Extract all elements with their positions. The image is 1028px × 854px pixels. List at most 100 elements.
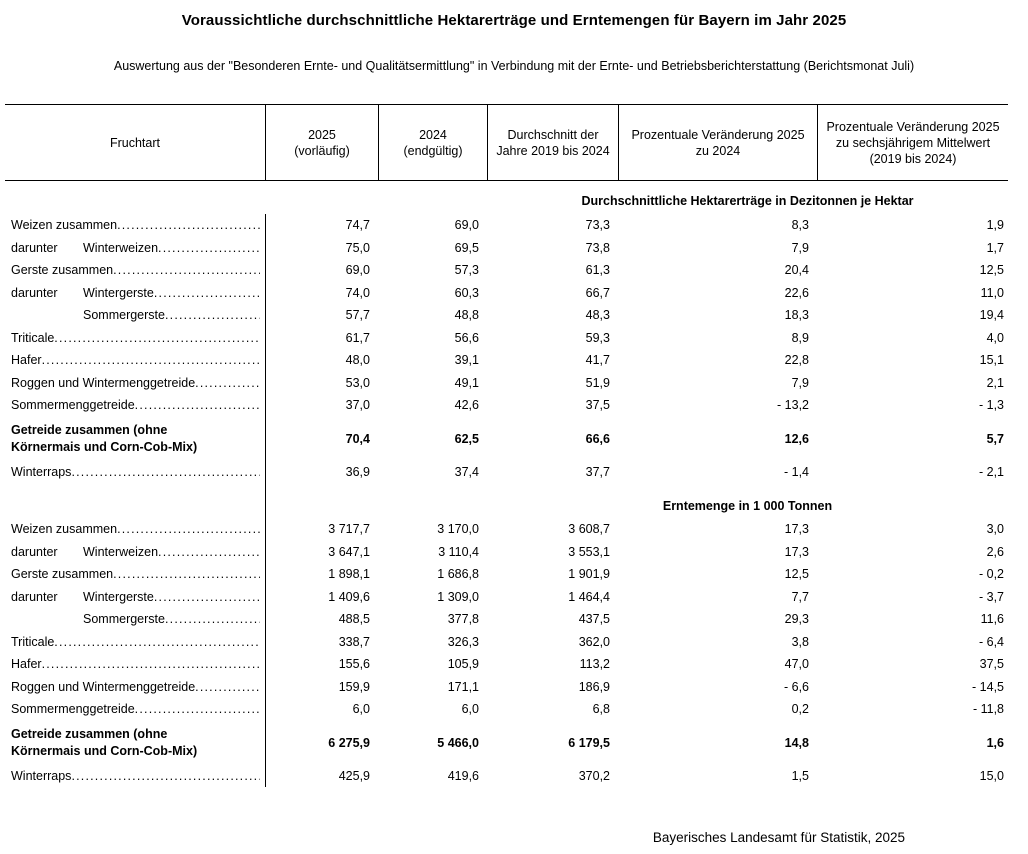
value-veraenderung-mittelwert: - 6,4 (978, 634, 1004, 649)
value-2025: 61,7 (345, 330, 370, 345)
value-2025: 69,0 (345, 263, 370, 278)
dot-leader (135, 398, 260, 412)
table-row: Hafer 48,0 39,1 41,7 22,8 15,1 (5, 349, 1008, 372)
value-durchschnitt: 362,0 (578, 634, 610, 649)
value-2025: 155,6 (338, 657, 370, 672)
value-veraenderung-mittelwert: 15,0 (979, 768, 1004, 783)
crop-label-cell: darunter Wintergerste (5, 589, 265, 606)
dot-leader (42, 353, 260, 367)
value-2025: 1 898,1 (328, 567, 370, 582)
value-durchschnitt: 1 901,9 (568, 567, 610, 582)
dot-leader (195, 680, 260, 694)
dot-leader (158, 241, 260, 255)
column-header-2024: 2024 (endgültig) (378, 105, 487, 180)
row-prefix: darunter (11, 544, 58, 559)
value-durchschnitt: 59,3 (585, 330, 610, 345)
value-veraenderung-2025-2024: 22,6 (784, 285, 809, 300)
value-2024: 377,8 (447, 612, 479, 627)
value-2024: 1 309,0 (437, 589, 479, 604)
row-label: Winterraps (11, 464, 72, 479)
value-veraenderung-mittelwert: 37,5 (979, 657, 1004, 672)
value-veraenderung-mittelwert: 15,1 (979, 353, 1004, 368)
value-2024: 6,0 (461, 702, 479, 717)
value-veraenderung-mittelwert: 3,0 (986, 522, 1004, 537)
value-2025: 1 409,6 (328, 589, 370, 604)
value-veraenderung-2025-2024: 29,3 (784, 612, 809, 627)
column-header-durchschnitt: Durchschnitt der Jahre 2019 bis 2024 (487, 105, 618, 180)
value-veraenderung-2025-2024: - 1,4 (783, 464, 809, 479)
value-durchschnitt: 37,7 (585, 464, 610, 479)
value-veraenderung-mittelwert: - 2,1 (978, 464, 1004, 479)
value-veraenderung-2025-2024: 14,8 (784, 735, 809, 750)
table-row: Winterraps 425,9 419,6 370,2 1,5 15,0 (5, 765, 1008, 788)
value-durchschnitt: 6,8 (592, 702, 610, 717)
value-veraenderung-2025-2024: - 6,6 (783, 679, 809, 694)
section-header-hektarertraege: Durchschnittliche Hektarerträge in Dezit… (581, 194, 914, 208)
row-label: Hafer (11, 353, 42, 367)
crop-label-cell: Gerste zusammen (5, 566, 265, 583)
table-body: Weizen zusammen 74,7 69,0 73,3 8,3 1,9 d… (5, 214, 1008, 787)
crop-label-cell: Weizen zusammen (5, 217, 265, 234)
value-2025: 74,0 (345, 285, 370, 300)
table-row: Sommergerste 57,7 48,8 48,3 18,3 19,4 (5, 304, 1008, 327)
value-veraenderung-2025-2024: 22,8 (784, 353, 809, 368)
crop-label-cell: Roggen und Wintermenggetreide (5, 375, 265, 392)
row-label: Roggen und Wintermenggetreide (11, 375, 196, 390)
value-2025: 6 275,9 (328, 735, 370, 750)
row-label: Sommergerste (83, 308, 165, 322)
table-row: Sommergerste 488,5 377,8 437,5 29,3 11,6 (5, 608, 1008, 631)
value-veraenderung-mittelwert: 11,6 (980, 612, 1004, 627)
value-2024: 419,6 (447, 768, 479, 783)
value-veraenderung-mittelwert: 19,4 (979, 308, 1004, 323)
value-veraenderung-2025-2024: 0,2 (791, 702, 809, 717)
dot-leader (158, 545, 260, 559)
table-row: darunter Winterweizen 3 647,1 3 110,4 3 … (5, 541, 1008, 564)
value-durchschnitt: 66,6 (585, 431, 610, 446)
value-2024: 57,3 (454, 263, 479, 278)
value-veraenderung-2025-2024: 12,5 (784, 567, 809, 582)
value-2025: 57,7 (345, 308, 370, 323)
value-2024: 39,1 (454, 353, 479, 368)
value-veraenderung-mittelwert: - 3,7 (978, 589, 1004, 604)
value-veraenderung-2025-2024: 47,0 (784, 657, 809, 672)
row-label: Getreide zusammen (ohne Körnermais und C… (11, 727, 198, 758)
value-2024: 3 170,0 (437, 522, 479, 537)
statistics-table: Fruchtart 2025 (vorläufig) 2024 (endgült… (5, 104, 1008, 787)
dot-leader (54, 331, 260, 345)
value-2024: 37,4 (454, 464, 479, 479)
row-label: Roggen und Wintermenggetreide (11, 679, 196, 694)
value-2025: 338,7 (338, 634, 370, 649)
row-prefix: darunter (11, 285, 58, 300)
crop-label-cell: Weizen zusammen (5, 521, 265, 538)
value-2025: 3 647,1 (328, 544, 370, 559)
table-row: Getreide zusammen (ohne Körnermais und C… (5, 418, 1008, 460)
column-header-veraenderung-2025-2024: Prozentuale Veränderung 2025 zu 2024 (618, 105, 817, 180)
crop-label-cell: darunter Winterweizen (5, 544, 265, 561)
value-veraenderung-mittelwert: 5,7 (986, 431, 1004, 446)
dot-leader (195, 376, 260, 390)
value-veraenderung-2025-2024: 7,7 (791, 589, 809, 604)
value-durchschnitt: 41,7 (585, 353, 610, 368)
value-veraenderung-mittelwert: 2,6 (986, 544, 1004, 559)
value-2024: 62,5 (454, 431, 479, 446)
value-veraenderung-mittelwert: 12,5 (979, 263, 1004, 278)
value-veraenderung-2025-2024: 7,9 (791, 375, 809, 390)
table-row: Sommermenggetreide 37,0 42,6 37,5 - 13,2… (5, 394, 1008, 417)
value-veraenderung-mittelwert: - 0,2 (978, 567, 1004, 582)
table-row: Weizen zusammen 3 717,7 3 170,0 3 608,7 … (5, 518, 1008, 541)
column-header-fruchtart: Fruchtart (109, 135, 160, 150)
value-veraenderung-2025-2024: 17,3 (784, 522, 809, 537)
table-row: Roggen und Wintermenggetreide 159,9 171,… (5, 676, 1008, 699)
value-veraenderung-2025-2024: 17,3 (784, 544, 809, 559)
column-header-veraenderung-mittelwert: Prozentuale Veränderung 2025 zu sechsjäh… (817, 105, 1008, 180)
row-label: Getreide zusammen (ohne Körnermais und C… (11, 423, 198, 454)
dot-leader (117, 522, 260, 536)
value-2024: 105,9 (447, 657, 479, 672)
value-veraenderung-mittelwert: 4,0 (986, 330, 1004, 345)
crop-label-cell: Roggen und Wintermenggetreide (5, 679, 265, 696)
row-label: Gerste zusammen (11, 567, 114, 581)
value-2024: 56,6 (454, 330, 479, 345)
table-row: Weizen zusammen 74,7 69,0 73,3 8,3 1,9 (5, 214, 1008, 237)
value-veraenderung-mittelwert: - 1,3 (978, 398, 1004, 413)
section-header-erntemenge: Erntemenge in 1 000 Tonnen (662, 499, 833, 513)
